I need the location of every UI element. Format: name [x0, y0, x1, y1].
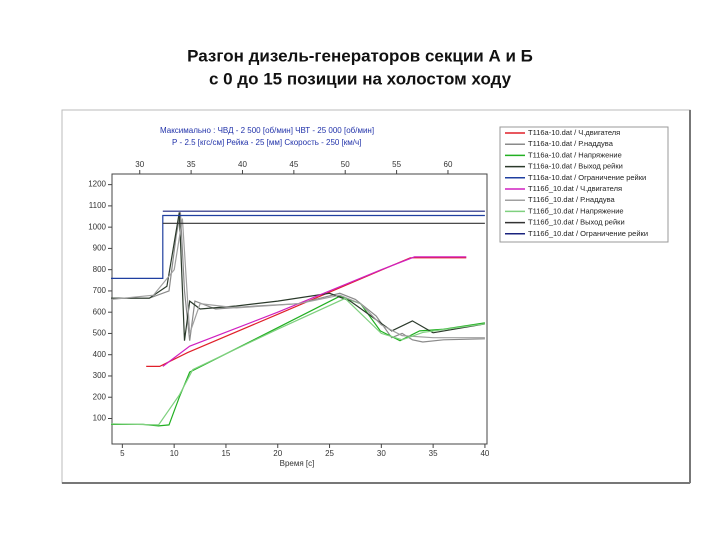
y-tick-label: 300 — [93, 371, 107, 380]
x-tick-label: 20 — [273, 449, 282, 458]
x2-tick-label: 30 — [135, 160, 144, 169]
legend-label: Т116б_10.dat / Ч.двигателя — [528, 184, 622, 193]
plot-area — [111, 173, 488, 445]
x2-tick-label: 40 — [238, 160, 247, 169]
y-tick-label: 100 — [93, 414, 107, 423]
legend — [499, 126, 669, 243]
series-line — [110, 297, 485, 426]
legend-label: Т116а-10.dat / Ограничение рейки — [528, 173, 646, 182]
x-tick-label: 15 — [221, 449, 230, 458]
y-tick-label: 1000 — [88, 222, 106, 231]
series-line — [111, 295, 485, 427]
x-tick-label: 5 — [120, 449, 125, 458]
series-line — [162, 256, 467, 367]
y-tick-label: 200 — [93, 392, 107, 401]
x-tick-label: 25 — [325, 449, 334, 458]
slide-title: Разгон дизель-генераторов секции А и Б — [187, 46, 533, 65]
x2-tick-label: 55 — [392, 160, 401, 169]
x2-tick-label: 45 — [289, 160, 298, 169]
x-axis-label: Время [с] — [280, 459, 315, 468]
y-tick-label: 1100 — [89, 201, 107, 210]
x-tick-label: 10 — [170, 449, 179, 458]
legend-label: Т116а-10.dat / Выход рейки — [528, 162, 623, 171]
y-tick-label: 900 — [93, 244, 107, 253]
x2-tick-label: 50 — [341, 160, 350, 169]
series-line — [111, 214, 485, 279]
series-line — [111, 212, 486, 341]
series-line — [146, 257, 467, 367]
y-tick-label: 400 — [93, 350, 107, 359]
x2-tick-label: 35 — [187, 160, 196, 169]
legend-label: Т116а-10.dat / Напряжение — [528, 150, 622, 159]
legend-label: Т116а-10.dat / Ч.двигателя — [528, 128, 620, 137]
legend-label: Т116б_10.dat / Выход рейки — [528, 218, 625, 227]
chart-header: Р - 2.5 [кгс/см] Рейка - 25 [мм] Скорост… — [172, 138, 361, 147]
y-tick-label: 700 — [93, 286, 107, 295]
slide-title: с 0 до 15 позиции на холостом ходу — [209, 69, 512, 88]
y-tick-label: 800 — [93, 265, 107, 274]
y-tick-label: 600 — [93, 307, 107, 316]
chart-header: Максимально : ЧВД - 2 500 [об/мин] ЧВТ -… — [160, 126, 374, 135]
legend-label: Т116б_10.dat / Напряжение — [528, 206, 624, 215]
x2-tick-label: 60 — [444, 160, 453, 169]
legend-label: Т116б_10.dat / Ограничение рейки — [528, 229, 648, 238]
x-tick-label: 40 — [480, 449, 489, 458]
legend-label: Т116а-10.dat / Р.наддува — [528, 139, 614, 148]
legend-label: Т116б_10.dat / Р.наддува — [528, 195, 615, 204]
x-tick-label: 30 — [377, 449, 386, 458]
x-tick-label: 35 — [429, 449, 438, 458]
series-line — [110, 218, 485, 339]
y-tick-label: 1200 — [88, 180, 106, 189]
y-tick-label: 500 — [93, 329, 107, 338]
